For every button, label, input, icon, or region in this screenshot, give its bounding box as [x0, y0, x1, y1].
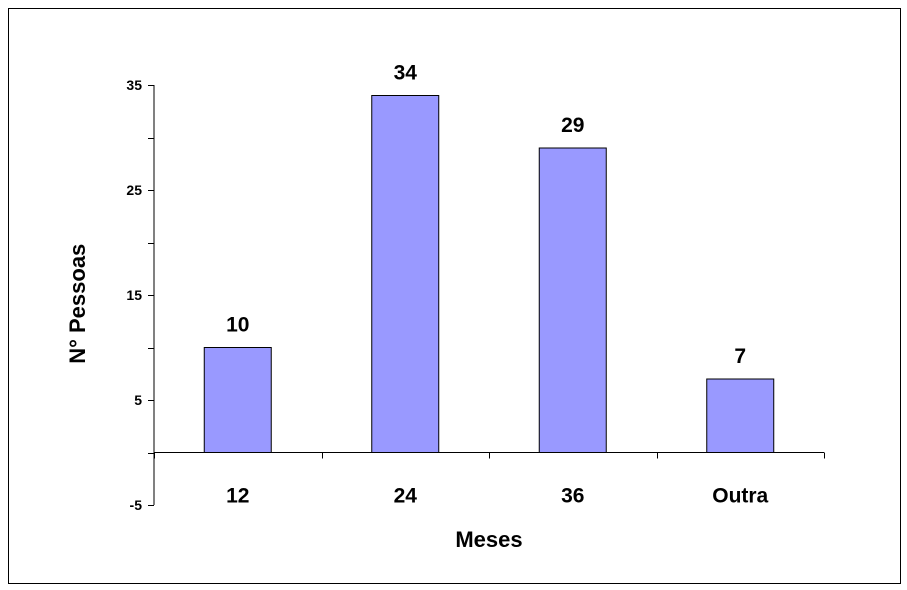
- x-axis: 12 24 36 Outra: [154, 452, 825, 508]
- bar: [706, 378, 775, 453]
- x-category-label: 24: [394, 485, 418, 508]
- chart-frame: -5 5 15 25 35 12 24 36 Outra 10 34 29 7 Meses N° P…: [8, 8, 901, 584]
- x-category-label: 36: [561, 485, 584, 508]
- bars: [203, 95, 775, 453]
- bar-value-label: 29: [561, 114, 584, 137]
- bar-value-label: 34: [394, 62, 418, 85]
- y-tick-label: 35: [126, 77, 142, 93]
- y-tick-label: 15: [126, 287, 142, 303]
- x-axis-title: Meses: [455, 527, 522, 552]
- x-category-label: 12: [226, 485, 249, 508]
- bar: [371, 95, 440, 453]
- x-category-label: Outra: [712, 485, 768, 508]
- y-axis: -5 5 15 25 35: [126, 77, 155, 513]
- bar: [203, 347, 272, 453]
- bar-chart: -5 5 15 25 35 12 24 36 Outra 10 34 29 7 Meses N° P…: [65, 62, 825, 552]
- y-tick-label: 5: [134, 392, 142, 408]
- y-tick-label: 25: [126, 182, 142, 198]
- bar-value-label: 7: [734, 345, 746, 368]
- y-axis-title: N° Pessoas: [65, 244, 90, 364]
- bar-value-label: 10: [226, 314, 249, 337]
- bar: [538, 147, 607, 453]
- data-labels: 10 34 29 7: [226, 62, 746, 369]
- y-tick-label: -5: [130, 497, 143, 513]
